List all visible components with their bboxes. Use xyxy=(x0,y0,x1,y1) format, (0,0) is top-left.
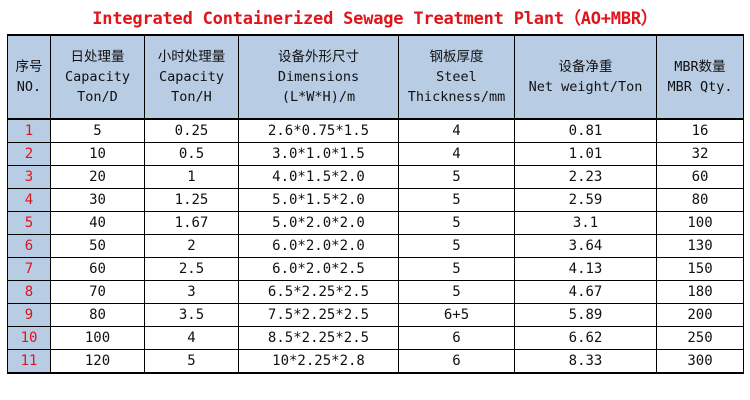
cell-dimensions: 7.5*2.25*2.5 xyxy=(238,303,399,327)
cell-dimensions: 4.0*1.5*2.0 xyxy=(238,165,399,189)
cell-net-weight: 0.81 xyxy=(514,118,657,143)
cell-capacity-hour: 1.67 xyxy=(144,211,239,235)
header-no: 序号 NO. xyxy=(7,34,51,120)
header-mbr-qty: MBR数量 MBR Qty. xyxy=(656,34,744,120)
cell-capacity-day: 70 xyxy=(50,280,145,304)
cell-capacity-hour: 2 xyxy=(144,234,239,258)
cell-steel-thickness: 4 xyxy=(398,142,515,166)
cell-mbr-qty: 16 xyxy=(656,118,744,143)
row-number: 1 xyxy=(7,118,51,143)
header-steel-thickness: 钢板厚度 Steel Thickness/mm xyxy=(398,34,515,120)
cell-capacity-hour: 3 xyxy=(144,280,239,304)
cell-dimensions: 3.0*1.0*1.5 xyxy=(238,142,399,166)
table-row: 4 30 1.25 5.0*1.5*2.0 5 2.59 80 xyxy=(7,188,744,212)
table-row: 8 70 3 6.5*2.25*2.5 5 4.67 180 xyxy=(7,280,744,304)
cell-capacity-hour: 1.25 xyxy=(144,188,239,212)
page-title: Integrated Containerized Sewage Treatmen… xyxy=(92,9,658,29)
cell-dimensions: 6.0*2.0*2.0 xyxy=(238,234,399,258)
cell-steel-thickness: 5 xyxy=(398,165,515,189)
row-number: 5 xyxy=(7,211,51,235)
cell-net-weight: 3.64 xyxy=(514,234,657,258)
table-row: 9 80 3.5 7.5*2.25*2.5 6+5 5.89 200 xyxy=(7,303,744,327)
cell-net-weight: 2.23 xyxy=(514,165,657,189)
cell-steel-thickness: 5 xyxy=(398,257,515,281)
header-capacity-hour: 小时处理量 Capacity Ton/H xyxy=(144,34,239,120)
cell-net-weight: 1.01 xyxy=(514,142,657,166)
cell-net-weight: 8.33 xyxy=(514,349,657,374)
cell-capacity-hour: 2.5 xyxy=(144,257,239,281)
table-body: 1 5 0.25 2.6*0.75*1.5 4 0.81 16 2 10 0.5 3.0*1.0*… xyxy=(7,118,744,374)
cell-capacity-day: 40 xyxy=(50,211,145,235)
row-number: 2 xyxy=(7,142,51,166)
cell-net-weight: 4.13 xyxy=(514,257,657,281)
cell-steel-thickness: 5 xyxy=(398,234,515,258)
row-number: 4 xyxy=(7,188,51,212)
row-number: 3 xyxy=(7,165,51,189)
cell-dimensions: 5.0*2.0*2.0 xyxy=(238,211,399,235)
cell-steel-thickness: 5 xyxy=(398,211,515,235)
cell-net-weight: 6.62 xyxy=(514,326,657,350)
cell-capacity-day: 20 xyxy=(50,165,145,189)
cell-capacity-day: 60 xyxy=(50,257,145,281)
cell-mbr-qty: 180 xyxy=(656,280,744,304)
table-row: 2 10 0.5 3.0*1.0*1.5 4 1.01 32 xyxy=(7,142,744,166)
row-number: 8 xyxy=(7,280,51,304)
cell-capacity-hour: 0.5 xyxy=(144,142,239,166)
cell-capacity-day: 30 xyxy=(50,188,145,212)
row-number: 10 xyxy=(7,326,51,350)
cell-dimensions: 10*2.25*2.8 xyxy=(238,349,399,374)
cell-mbr-qty: 60 xyxy=(656,165,744,189)
cell-capacity-day: 10 xyxy=(50,142,145,166)
cell-net-weight: 3.1 xyxy=(514,211,657,235)
header-net-weight: 设备净重 Net weight/Ton xyxy=(514,34,657,120)
table-row: 6 50 2 6.0*2.0*2.0 5 3.64 130 xyxy=(7,234,744,258)
row-number: 6 xyxy=(7,234,51,258)
cell-net-weight: 2.59 xyxy=(514,188,657,212)
table-row: 5 40 1.67 5.0*2.0*2.0 5 3.1 100 xyxy=(7,211,744,235)
cell-dimensions: 6.5*2.25*2.5 xyxy=(238,280,399,304)
cell-capacity-day: 80 xyxy=(50,303,145,327)
cell-steel-thickness: 5 xyxy=(398,188,515,212)
table-row: 1 5 0.25 2.6*0.75*1.5 4 0.81 16 xyxy=(7,118,744,143)
cell-capacity-hour: 0.25 xyxy=(144,118,239,143)
cell-dimensions: 5.0*1.5*2.0 xyxy=(238,188,399,212)
table-row: 11 120 5 10*2.25*2.8 6 8.33 300 xyxy=(7,349,744,374)
cell-steel-thickness: 6 xyxy=(398,349,515,374)
cell-capacity-hour: 5 xyxy=(144,349,239,374)
header-row: 序号 NO. 日处理量 Capacity Ton/D 小时处理量 Capacit… xyxy=(7,34,744,120)
cell-capacity-day: 5 xyxy=(50,118,145,143)
row-number: 11 xyxy=(7,349,51,374)
table-row: 7 60 2.5 6.0*2.0*2.5 5 4.13 150 xyxy=(7,257,744,281)
spec-table: 序号 NO. 日处理量 Capacity Ton/D 小时处理量 Capacit… xyxy=(7,34,744,374)
cell-net-weight: 5.89 xyxy=(514,303,657,327)
cell-steel-thickness: 6 xyxy=(398,326,515,350)
cell-capacity-day: 120 xyxy=(50,349,145,374)
table-row: 3 20 1 4.0*1.5*2.0 5 2.23 60 xyxy=(7,165,744,189)
cell-mbr-qty: 32 xyxy=(656,142,744,166)
cell-net-weight: 4.67 xyxy=(514,280,657,304)
header-dimensions: 设备外形尺寸 Dimensions (L*W*H)/m xyxy=(238,34,399,120)
cell-capacity-hour: 1 xyxy=(144,165,239,189)
cell-dimensions: 6.0*2.0*2.5 xyxy=(238,257,399,281)
cell-steel-thickness: 4 xyxy=(398,118,515,143)
cell-mbr-qty: 150 xyxy=(656,257,744,281)
cell-mbr-qty: 80 xyxy=(656,188,744,212)
cell-dimensions: 2.6*0.75*1.5 xyxy=(238,118,399,143)
header-capacity-day: 日处理量 Capacity Ton/D xyxy=(50,34,145,120)
cell-dimensions: 8.5*2.25*2.5 xyxy=(238,326,399,350)
cell-mbr-qty: 300 xyxy=(656,349,744,374)
row-number: 7 xyxy=(7,257,51,281)
cell-capacity-day: 50 xyxy=(50,234,145,258)
cell-steel-thickness: 5 xyxy=(398,280,515,304)
cell-capacity-hour: 3.5 xyxy=(144,303,239,327)
cell-mbr-qty: 250 xyxy=(656,326,744,350)
cell-mbr-qty: 100 xyxy=(656,211,744,235)
cell-capacity-day: 100 xyxy=(50,326,145,350)
cell-capacity-hour: 4 xyxy=(144,326,239,350)
cell-mbr-qty: 200 xyxy=(656,303,744,327)
cell-steel-thickness: 6+5 xyxy=(398,303,515,327)
row-number: 9 xyxy=(7,303,51,327)
cell-mbr-qty: 130 xyxy=(656,234,744,258)
table-row: 10 100 4 8.5*2.25*2.5 6 6.62 250 xyxy=(7,326,744,350)
